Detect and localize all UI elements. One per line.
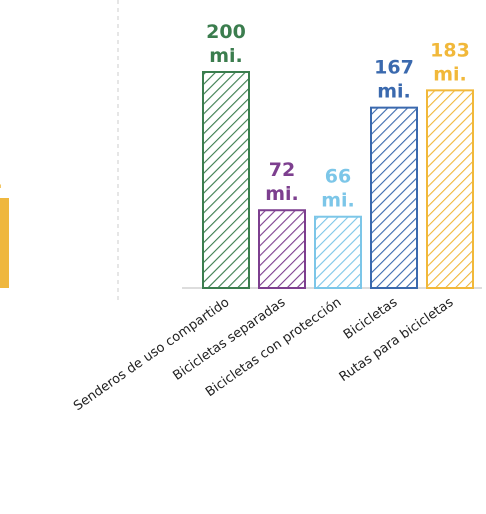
value-label: 72 mi.: [265, 159, 299, 205]
value-label: 200 mi.: [206, 21, 246, 67]
bar: [0, 198, 9, 288]
bar: [370, 106, 418, 289]
bar: [202, 71, 250, 289]
bar: [426, 89, 474, 289]
bar: [314, 215, 362, 289]
value-label: 32mi.: [0, 147, 3, 193]
value-label: 167 mi.: [374, 57, 414, 103]
value-label: 183 mi.: [430, 39, 470, 85]
bar: [258, 209, 306, 290]
value-label: 66 mi.: [321, 166, 355, 212]
